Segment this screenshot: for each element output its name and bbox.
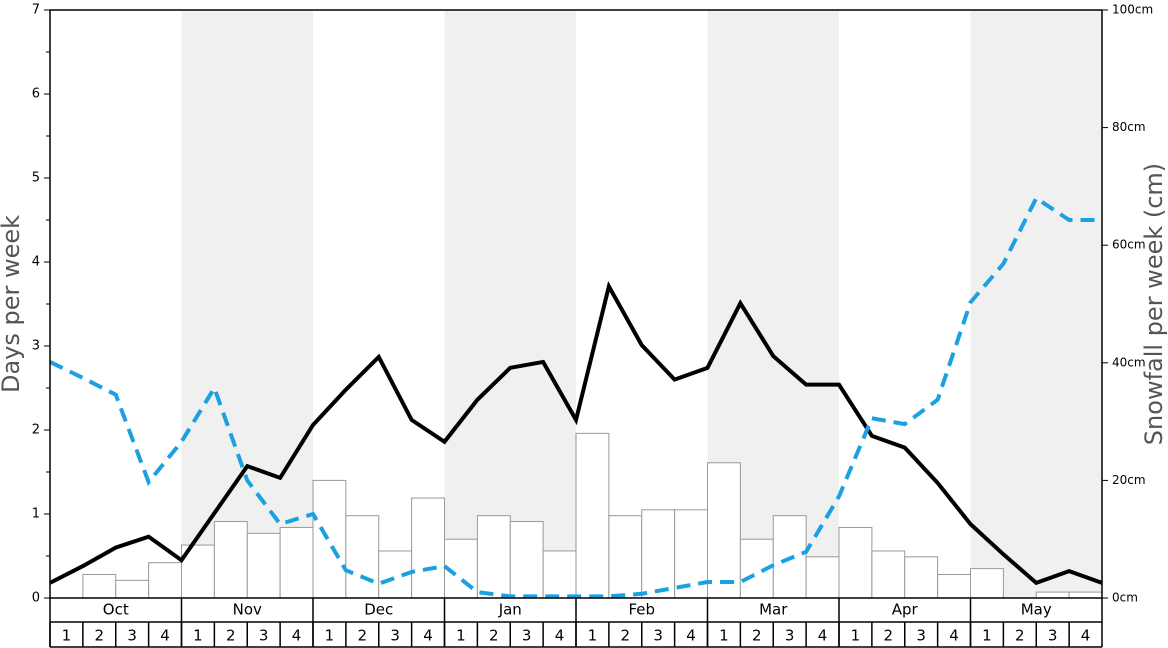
week-label: 1 (193, 627, 203, 645)
week-label: 2 (358, 627, 368, 645)
y2-tick-label: 0cm (1112, 591, 1138, 605)
week-label: 3 (785, 627, 795, 645)
bar (871, 550, 906, 599)
week-label: 1 (719, 627, 729, 645)
y-tick-label: 2 (32, 423, 40, 438)
y2-tick-label: 20cm (1112, 473, 1146, 487)
y-tick-label: 3 (32, 339, 40, 354)
week-label: 4 (949, 627, 959, 645)
bar (707, 462, 741, 599)
y2-tick-label: 60cm (1112, 238, 1146, 252)
y2-tick-label: 80cm (1112, 120, 1146, 134)
week-label: 3 (1048, 627, 1058, 645)
y2-axis-label: Snowfall per week (cm) (1140, 163, 1168, 445)
bar (246, 532, 281, 599)
week-label: 2 (752, 627, 762, 645)
week-label: 4 (292, 627, 302, 645)
week-label: 4 (686, 627, 696, 645)
y2-tick-label: 40cm (1112, 355, 1146, 369)
y-tick-label: 6 (32, 87, 40, 102)
bar (805, 556, 840, 599)
bar (575, 432, 610, 599)
month-label: Dec (364, 601, 393, 619)
line-series (49, 280, 1103, 586)
y-tick-label: 0 (32, 591, 40, 606)
month-shade (444, 10, 576, 598)
bar (542, 550, 577, 599)
month-label: Nov (233, 601, 262, 619)
week-label: 1 (982, 627, 992, 645)
week-label: 1 (325, 627, 335, 645)
week-label: 3 (653, 627, 663, 645)
bar (312, 479, 347, 599)
month-label: Apr (892, 601, 919, 619)
y-tick-label: 5 (32, 171, 40, 186)
bar (509, 521, 544, 599)
month-label: May (1021, 601, 1052, 619)
bar (115, 579, 150, 599)
week-label: 3 (916, 627, 926, 645)
bar (970, 568, 1004, 599)
bar (345, 515, 380, 599)
bar (148, 562, 182, 599)
bar (1035, 591, 1070, 599)
y-axis-label: Days per week (0, 215, 25, 393)
month-label: Jan (498, 601, 522, 619)
month-label: Mar (759, 601, 788, 619)
week-label: 4 (1081, 627, 1091, 645)
y-tick-label: 1 (32, 507, 40, 522)
bar (82, 573, 117, 599)
line-series (49, 195, 1102, 599)
bar (1068, 591, 1103, 599)
bar (937, 573, 971, 599)
week-label: 3 (390, 627, 400, 645)
week-label: 2 (95, 627, 105, 645)
week-label: 4 (555, 627, 565, 645)
month-shade (970, 10, 1102, 598)
week-label: 1 (62, 627, 72, 645)
week-label: 2 (884, 627, 894, 645)
bar (476, 515, 511, 599)
week-label: 3 (127, 627, 137, 645)
week-label: 2 (489, 627, 499, 645)
month-shade (181, 10, 313, 598)
bar (838, 526, 873, 599)
week-label: 3 (522, 627, 532, 645)
y-tick-label: 4 (32, 255, 40, 270)
month-label: Oct (103, 601, 129, 619)
week-label: 4 (160, 627, 170, 645)
week-label: 2 (621, 627, 631, 645)
bar (608, 515, 643, 599)
bar (213, 521, 248, 599)
y2-tick-label: 100cm (1112, 3, 1153, 17)
week-label: 1 (851, 627, 861, 645)
week-label: 4 (818, 627, 828, 645)
week-label: 1 (456, 627, 466, 645)
bar (279, 526, 314, 599)
bar (641, 509, 676, 599)
bar (411, 497, 445, 599)
week-label: 2 (1015, 627, 1025, 645)
week-label: 1 (588, 627, 598, 645)
week-label: 3 (259, 627, 269, 645)
y-tick-label: 7 (32, 3, 40, 18)
week-label: 2 (226, 627, 236, 645)
bar (904, 556, 939, 599)
week-label: 4 (423, 627, 433, 645)
month-label: Feb (628, 601, 655, 619)
